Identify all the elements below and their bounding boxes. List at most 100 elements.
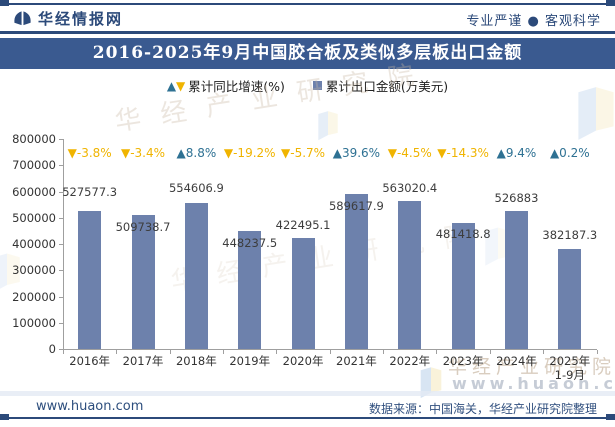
brand-name: 华经情报网 — [38, 10, 124, 28]
legend-amount-label: 累计出口金额(万美元) — [325, 79, 449, 94]
y-axis-label: 200000 — [12, 289, 56, 304]
header-bottom-border — [0, 31, 615, 34]
bar — [131, 215, 155, 349]
x-axis-tick — [383, 350, 385, 354]
bar-value-label: 448237.5 — [222, 236, 278, 250]
bar-value-label: 509738.7 — [115, 220, 171, 234]
huaon-flag-watermark-icon — [578, 87, 614, 140]
huaon-flag-watermark-icon — [420, 367, 442, 399]
growth-rate-label: ▲9.4% — [496, 146, 537, 160]
growth-rate-label: ▼-3.4% — [120, 146, 166, 160]
header-top-border — [0, 3, 615, 5]
y-axis-label: 400000 — [12, 237, 56, 251]
bar — [78, 210, 102, 349]
bar-value-label: 563020.4 — [382, 181, 438, 195]
y-axis-tick — [59, 165, 63, 167]
y-axis-tick — [59, 270, 63, 272]
x-axis-label: 2023年 — [442, 354, 484, 368]
bar-value-label: 589617.9 — [328, 199, 384, 213]
down-triangle-icon: ▼ — [176, 78, 186, 93]
growth-rate-label: ▼-19.2% — [223, 146, 276, 160]
x-axis-label: 2017年 — [122, 354, 164, 368]
y-axis-tick — [59, 296, 63, 298]
x-axis-label: 2018年 — [175, 354, 217, 368]
footer-border — [0, 417, 615, 419]
growth-rate-label: ▼-5.7% — [281, 146, 326, 160]
watermark-site-text: www.huaon.com — [452, 374, 615, 393]
chart-legend: ▲ ▼ 累计同比增速(%) 累计出口金额(万美元) — [0, 76, 615, 95]
brand: 华经情报网 — [13, 8, 123, 29]
bar — [291, 238, 315, 349]
y-axis-label: 300000 — [12, 263, 56, 278]
x-axis-label: 2020年 — [282, 354, 324, 368]
bar — [238, 231, 262, 349]
y-axis-label: 700000 — [12, 158, 56, 173]
legend-growth-label: 累计同比增速(%) — [188, 79, 285, 94]
x-axis-label: 2024年 — [496, 354, 537, 368]
huajing-logo-icon — [14, 11, 31, 26]
y-axis-label: 0 — [48, 342, 56, 356]
y-axis-tick — [59, 349, 63, 350]
data-source: 数据来源：中国海关，华经产业研究院整理 — [368, 402, 597, 416]
legend-item-amount: 累计出口金额(万美元) — [312, 76, 449, 95]
watermark-band — [0, 391, 615, 396]
huaon-flag-watermark-icon — [318, 111, 338, 141]
x-axis-line — [63, 349, 597, 350]
header-slogan: 专业严谨 ● 客观科学 — [466, 14, 601, 29]
x-axis-tick — [543, 350, 545, 354]
y-axis-line — [63, 139, 64, 349]
bar — [451, 222, 475, 349]
growth-rate-label: ▼-3.8% — [67, 146, 112, 160]
y-axis-tick — [59, 217, 63, 219]
bar-value-label: 382187.3 — [542, 228, 598, 242]
growth-rate-label: ▼-4.5% — [387, 146, 432, 160]
up-triangle-icon: ▲ — [166, 78, 177, 93]
x-axis-label: 2021年 — [336, 354, 377, 368]
y-axis-label: 800000 — [12, 132, 56, 146]
y-axis-label: 100000 — [12, 315, 56, 330]
legend-item-growth: ▲ ▼ 累计同比增速(%) — [167, 76, 285, 95]
bar-value-label: 481418.8 — [435, 227, 491, 241]
growth-rate-label: ▼-14.3% — [437, 146, 489, 160]
bar-swatch-icon — [312, 81, 322, 90]
y-axis-label: 600000 — [12, 184, 56, 199]
y-axis-tick — [59, 244, 63, 245]
growth-rate-label: ▲8.8% — [176, 146, 217, 160]
y-axis-label: 500000 — [12, 210, 56, 225]
x-axis-tick — [116, 350, 118, 354]
x-axis-label: 2016年 — [69, 354, 111, 368]
watermark-brand-text: 华经产业研究院 — [112, 57, 436, 138]
x-axis-tick — [436, 350, 438, 354]
x-axis-label: 2022年 — [389, 354, 431, 368]
y-axis-tick — [59, 191, 63, 193]
x-axis-tick — [276, 350, 278, 354]
growth-rate-label: ▲0.2% — [549, 146, 590, 160]
website-url: www.huaon.com — [36, 399, 144, 414]
chart-title: 2016-2025年9月中国胶合板及类似多层板出口金额 — [0, 38, 615, 69]
x-axis-tick — [223, 350, 225, 354]
x-axis-label: 2019年 — [229, 354, 271, 368]
bar — [558, 248, 582, 349]
x-axis-tick — [63, 350, 64, 354]
y-axis-tick — [59, 139, 63, 140]
huaon-flag-watermark-icon — [0, 253, 20, 289]
footer-border-cap-right — [606, 414, 615, 420]
bar — [504, 210, 528, 349]
x-axis-tick — [329, 350, 331, 354]
bar-value-label: 527577.3 — [62, 185, 118, 199]
y-axis-tick — [59, 322, 63, 324]
bar — [344, 194, 368, 349]
x-axis-tick — [169, 350, 171, 354]
bar-value-label: 554606.9 — [168, 181, 224, 195]
header-border-cap-right — [606, 0, 615, 6]
bar-value-label: 422495.1 — [275, 218, 331, 232]
header-border-cap-left — [0, 0, 9, 6]
bar — [398, 201, 422, 349]
header: 华经情报网 专业严谨 ● 客观科学 — [0, 0, 615, 34]
growth-rate-label: ▲39.6% — [332, 146, 381, 160]
x-axis-tick — [596, 350, 598, 354]
footer-border-cap-left — [0, 414, 9, 420]
x-axis-tick — [489, 350, 491, 354]
